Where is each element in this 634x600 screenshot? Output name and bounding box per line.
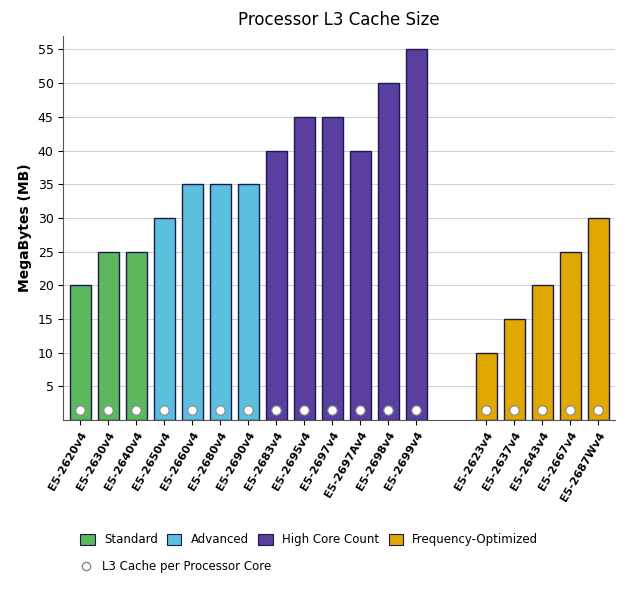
Point [537, 405, 547, 415]
Title: Processor L3 Cache Size: Processor L3 Cache Size [238, 11, 440, 29]
Point [565, 405, 575, 415]
Point [159, 405, 169, 415]
Point [103, 405, 113, 415]
Point [355, 405, 365, 415]
Point [411, 405, 421, 415]
Bar [406, 49, 427, 420]
Point [187, 405, 197, 415]
Point [383, 405, 393, 415]
Bar [560, 251, 581, 420]
Point [593, 405, 604, 415]
Point [481, 405, 491, 415]
Point [75, 405, 85, 415]
Bar [182, 184, 203, 420]
Point [299, 405, 309, 415]
Bar [532, 285, 553, 420]
Bar [238, 184, 259, 420]
Point [215, 405, 225, 415]
Bar [350, 151, 371, 420]
Bar [98, 251, 119, 420]
Point [131, 405, 141, 415]
Bar [378, 83, 399, 420]
Bar [588, 218, 609, 420]
Legend: L3 Cache per Processor Core: L3 Cache per Processor Core [81, 560, 271, 574]
Bar [210, 184, 231, 420]
Bar [126, 251, 146, 420]
Bar [476, 353, 496, 420]
Point [271, 405, 281, 415]
Bar [153, 218, 175, 420]
Point [327, 405, 337, 415]
Bar [70, 285, 91, 420]
Bar [294, 117, 314, 420]
Point [509, 405, 519, 415]
Bar [321, 117, 343, 420]
Point [243, 405, 253, 415]
Bar [503, 319, 525, 420]
Bar [266, 151, 287, 420]
Y-axis label: MegaBytes (MB): MegaBytes (MB) [18, 164, 32, 292]
